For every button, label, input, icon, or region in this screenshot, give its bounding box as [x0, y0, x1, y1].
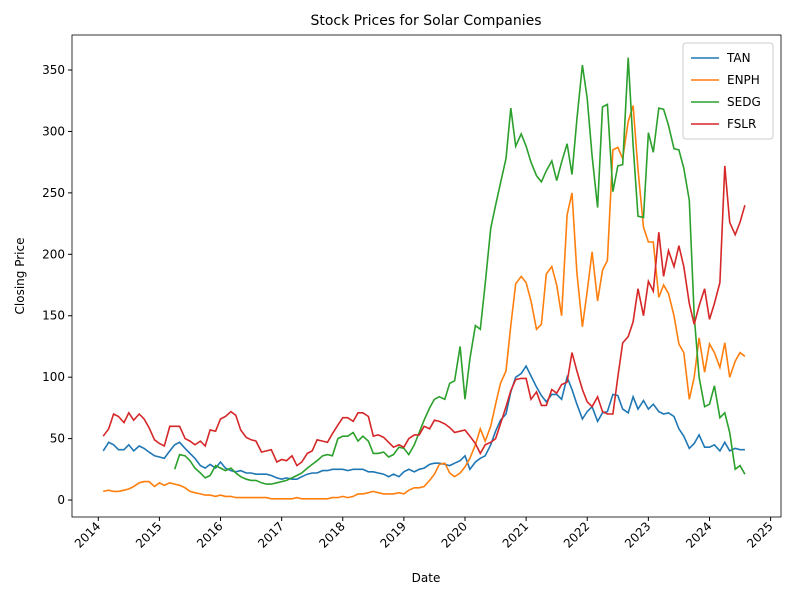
legend-label: TAN	[726, 51, 751, 65]
y-tick-label: 350	[42, 63, 65, 77]
series-line	[173, 57, 746, 485]
y-tick-label: 300	[42, 124, 65, 138]
series-line	[102, 165, 746, 467]
y-axis-label: Closing Price	[13, 238, 27, 315]
legend-box	[682, 42, 774, 140]
y-tick-label: 150	[42, 309, 65, 323]
y-tick-label: 200	[42, 247, 65, 261]
chart-title: Stock Prices for Solar Companies	[310, 13, 541, 29]
y-tick-label: 0	[57, 493, 65, 507]
x-axis-label: Date	[412, 571, 441, 585]
plot-frame	[71, 34, 782, 518]
y-tick-label: 50	[50, 432, 65, 446]
legend-label: ENPH	[727, 73, 760, 87]
series-line	[102, 364, 745, 481]
series-line	[103, 105, 746, 500]
legend-label: FSLR	[727, 117, 756, 131]
y-tick-label: 100	[42, 370, 65, 384]
y-tick-label: 250	[42, 186, 65, 200]
legend-label: SEDG	[727, 95, 761, 109]
